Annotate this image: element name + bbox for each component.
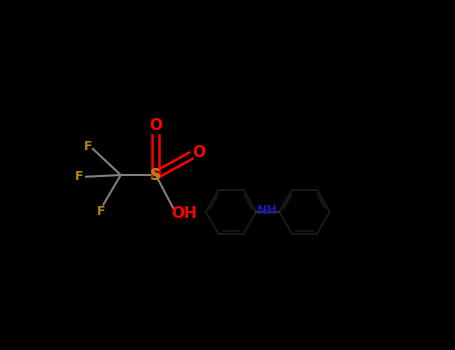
Text: F: F bbox=[97, 204, 106, 218]
Text: S: S bbox=[150, 168, 161, 182]
Text: O: O bbox=[192, 145, 205, 160]
Text: OH: OH bbox=[171, 206, 197, 221]
Text: F: F bbox=[84, 140, 92, 154]
Text: F: F bbox=[75, 170, 84, 183]
Text: NH: NH bbox=[258, 203, 278, 217]
Text: O: O bbox=[149, 119, 162, 133]
